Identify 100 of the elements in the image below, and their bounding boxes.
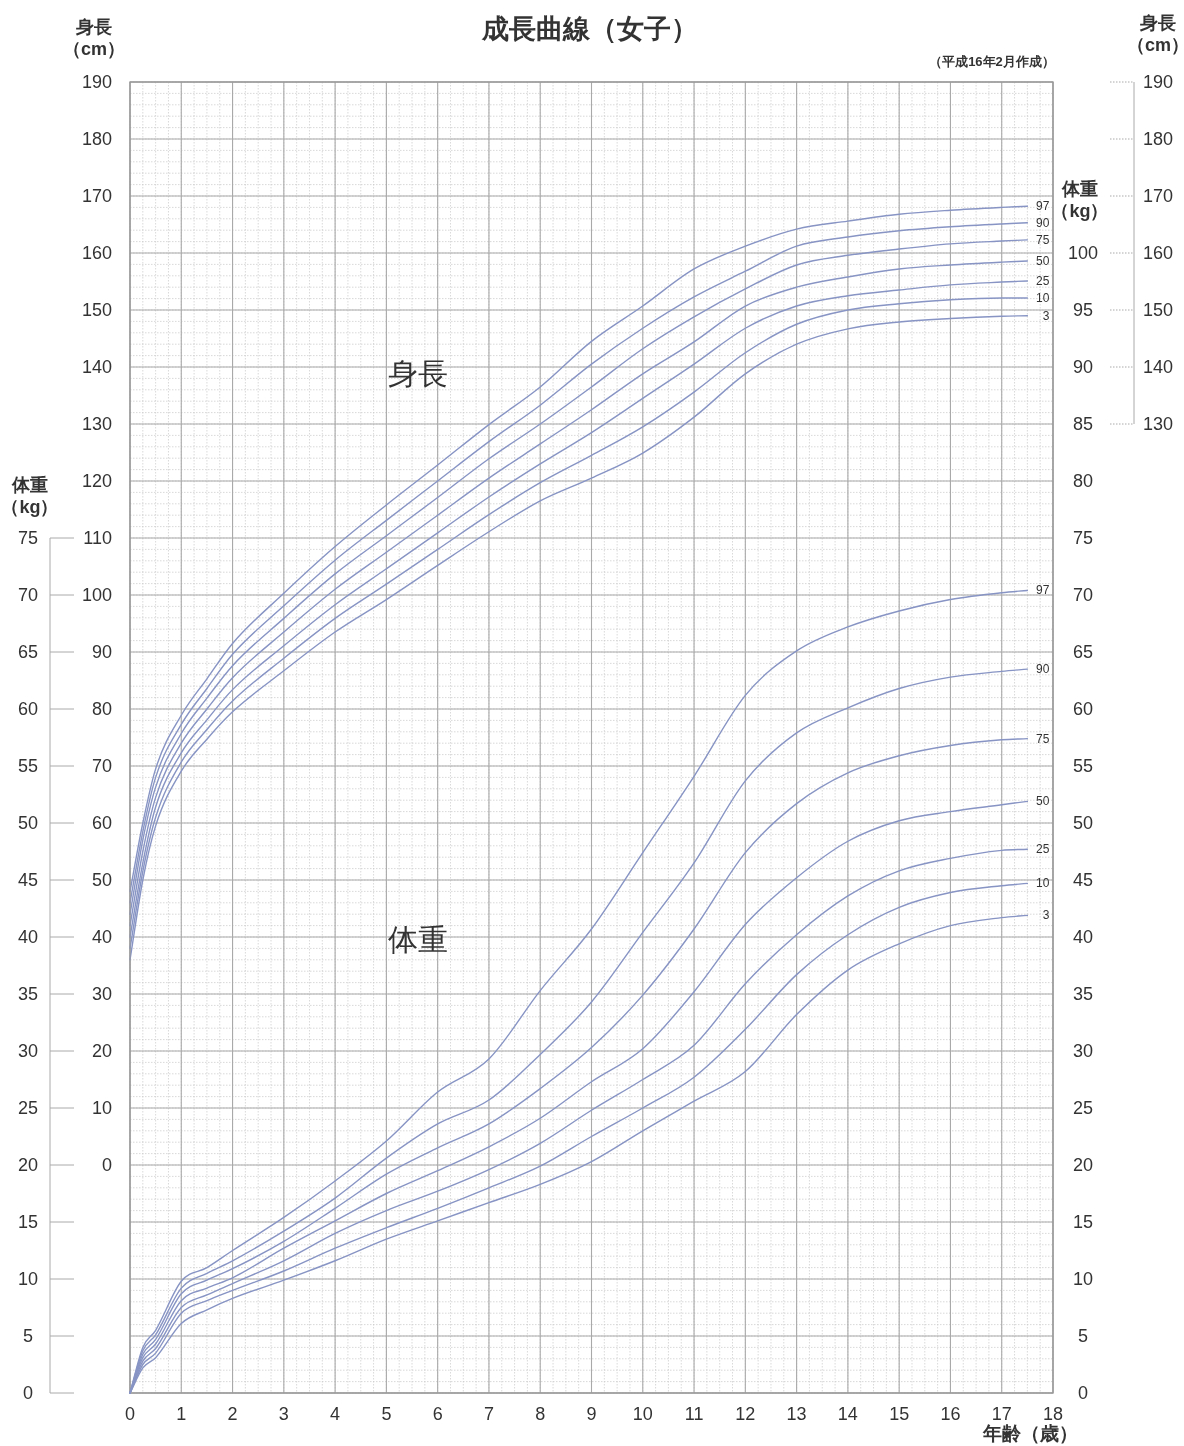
series-label: 10 xyxy=(1036,876,1050,891)
y-tick-label: 50 xyxy=(91,870,112,890)
y-tick-label: 80 xyxy=(91,699,112,719)
y-tick-label: 75 xyxy=(17,528,39,548)
series-label: 90 xyxy=(1036,215,1050,230)
x-tick-label: 10 xyxy=(632,1404,653,1424)
series-label: 10 xyxy=(1036,291,1050,306)
y-tick-label: 25 xyxy=(17,1098,39,1118)
y2-tick-label: 190 xyxy=(1142,72,1174,92)
x-tick-label: 5 xyxy=(381,1404,392,1424)
x-tick-label: 13 xyxy=(786,1404,807,1424)
y-tick-label: 5 xyxy=(22,1326,34,1346)
y-axis-title: 身長（cm） xyxy=(62,17,126,59)
y2-tick-label: 80 xyxy=(1072,471,1094,491)
series-label: 3 xyxy=(1042,908,1050,923)
y-axis-title: 体重（kg） xyxy=(1,475,59,517)
y-tick-label: 10 xyxy=(17,1269,39,1289)
y2-tick-label: 40 xyxy=(1072,927,1094,947)
y2-tick-label: 140 xyxy=(1142,357,1174,377)
y2-tick-label: 70 xyxy=(1072,585,1094,605)
y-tick-label: 60 xyxy=(17,699,39,719)
y-tick-label: 0 xyxy=(22,1383,34,1403)
y2-tick-label: 50 xyxy=(1072,813,1094,833)
x-tick-label: 3 xyxy=(278,1404,289,1424)
series-label: 97 xyxy=(1036,583,1050,598)
x-tick-label: 16 xyxy=(940,1404,961,1424)
y-tick-label: 65 xyxy=(17,642,39,662)
y2-tick-label: 130 xyxy=(1142,414,1174,434)
text: （平成16年2月作成） xyxy=(929,54,1055,69)
y-tick-label: 140 xyxy=(81,357,112,377)
x-tick-label: 7 xyxy=(483,1404,494,1424)
y2-tick-label: 60 xyxy=(1072,699,1094,719)
series-label: 25 xyxy=(1036,842,1050,857)
y2-tick-label: 160 xyxy=(1142,243,1174,263)
y-tick-label: 20 xyxy=(17,1155,39,1175)
y2-tick-label: 85 xyxy=(1072,414,1094,434)
y-tick-label: 55 xyxy=(17,756,39,776)
y-tick-label: 35 xyxy=(17,984,39,1004)
y2-tick-label: 25 xyxy=(1072,1098,1094,1118)
y-tick-label: 30 xyxy=(91,984,112,1004)
x-tick-label: 17 xyxy=(991,1404,1012,1424)
series-label: 3 xyxy=(1042,308,1050,323)
x-tick-label: 4 xyxy=(330,1404,341,1424)
y-tick-label: 60 xyxy=(91,813,112,833)
series-label: 75 xyxy=(1036,232,1050,247)
y-tick-label: 10 xyxy=(91,1098,112,1118)
x-tick-label: 2 xyxy=(227,1404,238,1424)
y-tick-label: 30 xyxy=(17,1041,39,1061)
y2-tick-label: 15 xyxy=(1072,1212,1094,1232)
y-tick-label: 70 xyxy=(17,585,39,605)
y2-tick-label: 180 xyxy=(1142,129,1174,149)
y-tick-label: 100 xyxy=(81,585,112,605)
x-tick-label: 9 xyxy=(586,1404,597,1424)
y2-tick-label: 65 xyxy=(1072,642,1094,662)
y-tick-label: 180 xyxy=(81,129,112,149)
y-tick-label: 190 xyxy=(81,72,112,92)
annotation: 体重 xyxy=(388,923,448,956)
series-label: 25 xyxy=(1036,273,1050,288)
x-tick-label: 18 xyxy=(1042,1404,1064,1424)
y2-tick-label: 0 xyxy=(1077,1383,1089,1403)
x-tick-label: 12 xyxy=(735,1404,756,1424)
series-label: 90 xyxy=(1036,662,1050,677)
y-tick-label: 160 xyxy=(81,243,112,263)
y2-tick-label: 90 xyxy=(1072,357,1094,377)
y2-tick-label: 150 xyxy=(1142,300,1174,320)
y2-tick-label: 35 xyxy=(1072,984,1094,1004)
y2-tick-label: 45 xyxy=(1072,870,1094,890)
y-tick-label: 50 xyxy=(17,813,39,833)
y2-tick-label: 75 xyxy=(1072,528,1094,548)
y-tick-label: 40 xyxy=(91,927,112,947)
y-tick-label: 150 xyxy=(81,300,112,320)
y2-tick-label: 30 xyxy=(1072,1041,1094,1061)
series-label: 75 xyxy=(1036,731,1050,746)
y-tick-label: 0 xyxy=(101,1155,112,1175)
y2-tick-label: 20 xyxy=(1072,1155,1094,1175)
series-label: 50 xyxy=(1036,253,1050,268)
y-tick-label: 70 xyxy=(91,756,112,776)
y2-tick-label: 55 xyxy=(1072,756,1094,776)
y2-tick-label: 170 xyxy=(1142,186,1174,206)
series-label: 50 xyxy=(1036,794,1050,809)
y-tick-label: 15 xyxy=(17,1212,39,1232)
y2-tick-label: 10 xyxy=(1072,1269,1094,1289)
x-tick-label: 6 xyxy=(432,1404,443,1424)
x-tick-label: 1 xyxy=(176,1404,187,1424)
x-tick-label: 14 xyxy=(837,1404,858,1424)
y2-tick-label: 95 xyxy=(1072,300,1094,320)
y-tick-label: 45 xyxy=(17,870,39,890)
series-label: 97 xyxy=(1036,199,1050,214)
y-tick-label: 130 xyxy=(81,414,112,434)
y-tick-label: 90 xyxy=(91,642,112,662)
y-tick-label: 170 xyxy=(81,186,112,206)
annotation: 身長 xyxy=(388,357,448,390)
x-tick-label: 11 xyxy=(684,1404,704,1424)
y2-axis-title: 体重（kg） xyxy=(1051,179,1109,221)
y2-tick-label: 100 xyxy=(1067,243,1099,263)
y-tick-label: 20 xyxy=(91,1041,112,1061)
x-tick-label: 8 xyxy=(535,1404,546,1424)
y-tick-label: 40 xyxy=(17,927,39,947)
x-tick-label: 15 xyxy=(889,1404,910,1424)
y-tick-label: 110 xyxy=(83,528,112,548)
